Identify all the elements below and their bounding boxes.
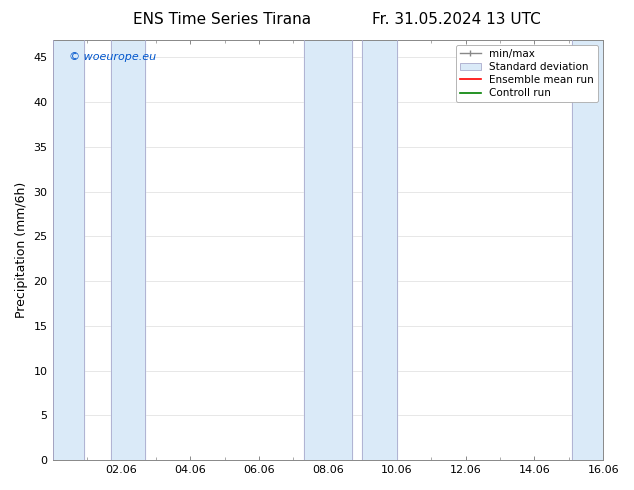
Bar <box>53 40 84 460</box>
Bar <box>362 40 397 460</box>
Bar <box>573 40 603 460</box>
Bar <box>111 40 145 460</box>
Y-axis label: Precipitation (mm/6h): Precipitation (mm/6h) <box>15 182 28 318</box>
Text: Fr. 31.05.2024 13 UTC: Fr. 31.05.2024 13 UTC <box>372 12 541 27</box>
Bar <box>304 40 352 460</box>
Text: © woeurope.eu: © woeurope.eu <box>69 52 156 62</box>
Legend: min/max, Standard deviation, Ensemble mean run, Controll run: min/max, Standard deviation, Ensemble me… <box>456 45 598 102</box>
Text: ENS Time Series Tirana: ENS Time Series Tirana <box>133 12 311 27</box>
